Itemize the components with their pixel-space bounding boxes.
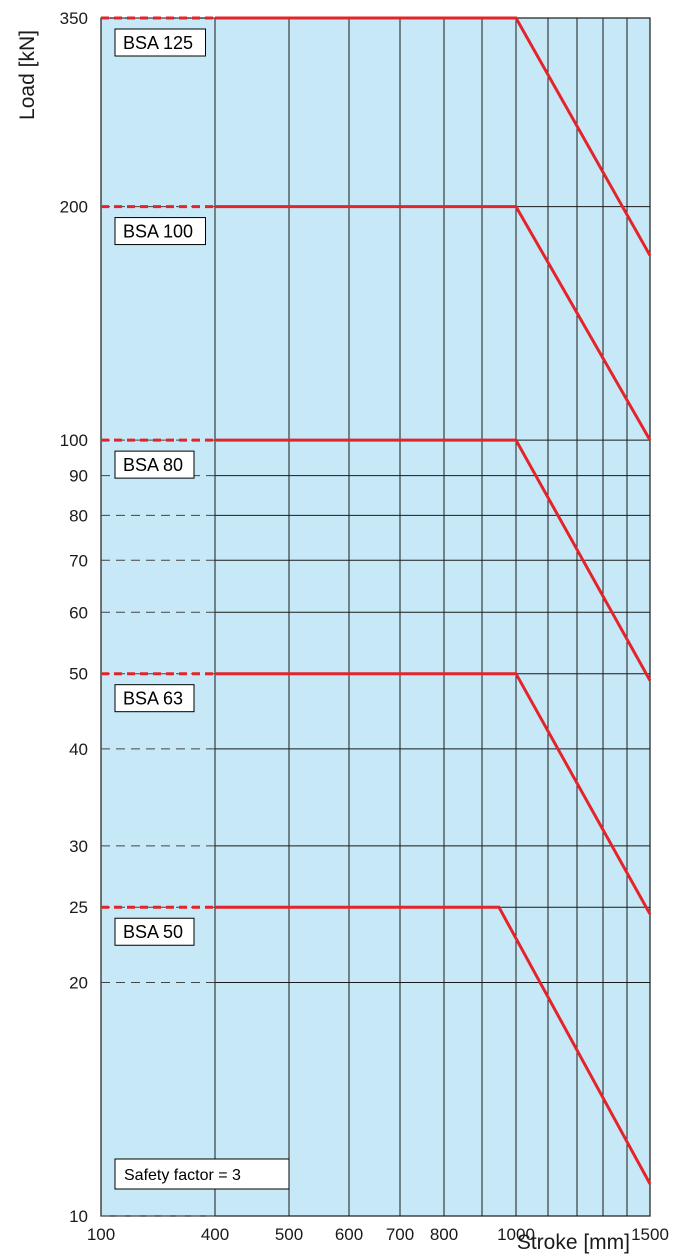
y-tick-label: 10 xyxy=(69,1207,88,1226)
y-tick-label: 30 xyxy=(69,837,88,856)
y-tick-label: 25 xyxy=(69,898,88,917)
safety-factor-note: Safety factor = 3 xyxy=(114,1158,290,1190)
y-tick-label: 20 xyxy=(69,973,88,992)
series-label: BSA 125 xyxy=(114,28,206,57)
note-box xyxy=(114,1158,290,1190)
series-line xyxy=(215,16,652,257)
series-label-text: BSA 80 xyxy=(123,455,183,475)
y-tick-label: 60 xyxy=(69,603,88,622)
note-text: Safety factor = 3 xyxy=(124,1167,241,1184)
y-tick-label: 100 xyxy=(60,431,88,450)
plot-area xyxy=(100,17,651,1217)
series-line xyxy=(215,672,652,915)
tick-labels: 10 20 25 30 40 50 60 70 80 90 100 200 350 100 400 500 60… xyxy=(60,9,669,1244)
y-tick-label: 80 xyxy=(69,506,88,525)
series-labels: BSA 125 BSA 100 BSA 80 BSA 63 BSA 50 xyxy=(114,28,206,946)
series-label: BSA 80 xyxy=(114,450,195,479)
series-lines xyxy=(101,16,652,1185)
series-label: BSA 63 xyxy=(114,684,195,713)
series-label-text: BSA 63 xyxy=(123,689,183,709)
x-tick-label: 500 xyxy=(275,1225,303,1244)
series-label-box xyxy=(114,684,195,713)
x-tick-label: 700 xyxy=(386,1225,414,1244)
x-tick-label: 1500 xyxy=(631,1225,669,1244)
x-tick-label: 800 xyxy=(430,1225,458,1244)
series-label-box xyxy=(114,450,195,479)
y-axis-label: Load [kN] xyxy=(16,30,39,120)
series-line xyxy=(215,438,652,682)
y-tick-label: 200 xyxy=(60,198,88,217)
series-label-box xyxy=(114,217,206,246)
y-tick-label: 350 xyxy=(60,9,88,28)
series-label-text: BSA 125 xyxy=(123,33,193,53)
y-tick-label: 90 xyxy=(69,467,88,486)
series-label-text: BSA 50 xyxy=(123,922,183,942)
x-tick-label: 400 xyxy=(201,1225,229,1244)
x-axis-label: Stroke [mm] xyxy=(517,1231,630,1254)
x-tick-label: 1000 xyxy=(497,1225,535,1244)
series-label: BSA 100 xyxy=(114,217,206,246)
series-line xyxy=(215,905,652,1185)
series-label-box xyxy=(114,917,195,946)
y-tick-label: 50 xyxy=(69,665,88,684)
x-tick-label: 100 xyxy=(87,1225,115,1244)
series-label-box xyxy=(114,28,206,57)
series-label: BSA 50 xyxy=(114,917,195,946)
series-line xyxy=(215,205,652,441)
series-label-text: BSA 100 xyxy=(123,222,193,242)
x-tick-label: 600 xyxy=(335,1225,363,1244)
y-tick-label: 40 xyxy=(69,740,88,759)
y-tick-label: 70 xyxy=(69,551,88,570)
